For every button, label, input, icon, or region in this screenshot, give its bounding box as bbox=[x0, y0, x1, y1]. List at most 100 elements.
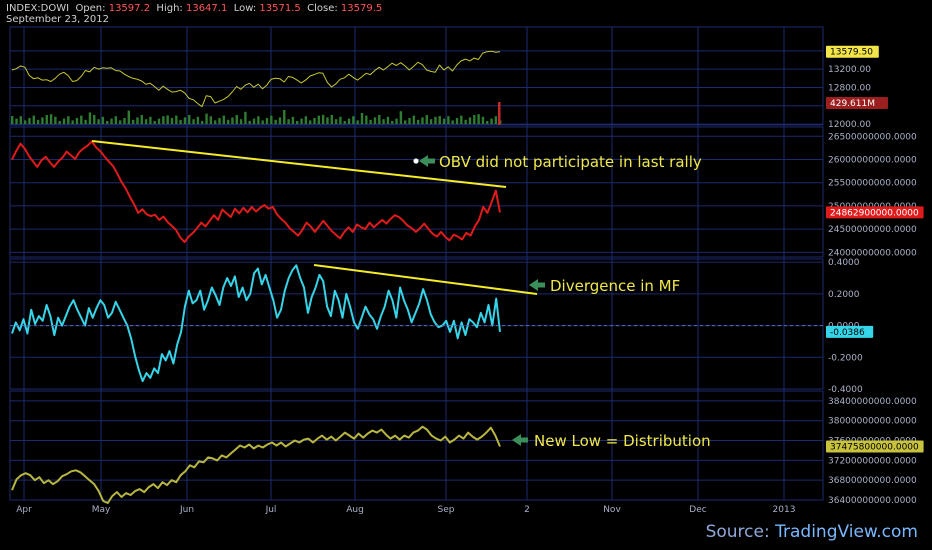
volume-bar bbox=[300, 118, 303, 124]
volume-bar bbox=[106, 121, 109, 124]
volume-bar bbox=[80, 115, 83, 124]
ad-annotation-arrow bbox=[512, 434, 528, 446]
volume-bar bbox=[343, 121, 346, 124]
source-brand: TradingView.com bbox=[775, 522, 918, 542]
volume-bar bbox=[218, 118, 221, 124]
volume-bar bbox=[118, 120, 122, 124]
volume-bar bbox=[123, 118, 126, 124]
volume-bar bbox=[403, 120, 407, 124]
volume-bar bbox=[19, 116, 23, 124]
volume-bar bbox=[486, 121, 489, 124]
volume-bar bbox=[257, 116, 260, 124]
volume-bar bbox=[391, 121, 394, 124]
chart-header-ohlc: INDEX:DOWI Open: 13597.2 High: 13647.1 L… bbox=[6, 3, 382, 14]
volume-bar bbox=[291, 116, 295, 124]
volume-bar bbox=[451, 120, 454, 124]
volume-bar bbox=[412, 115, 416, 124]
volume-bar bbox=[447, 116, 450, 124]
volume-bar bbox=[244, 111, 247, 124]
volume-bar bbox=[196, 116, 200, 124]
last-value-label-price: 13579.50 bbox=[830, 48, 873, 58]
last-value-badge-obv bbox=[826, 206, 924, 219]
volume-bar bbox=[304, 116, 308, 124]
volume-bar bbox=[373, 117, 377, 124]
last-value-label-mf: -0.0386 bbox=[830, 328, 865, 338]
volume-bar bbox=[231, 117, 234, 124]
volume-bar bbox=[494, 116, 498, 124]
volume-bar bbox=[317, 115, 321, 124]
y-tick-label-mf: 0.2000 bbox=[828, 290, 860, 300]
obv-trend-line bbox=[91, 140, 507, 188]
last-value-label-accumulation_distribution: 37475800000.0000 bbox=[830, 442, 919, 452]
volume-bar bbox=[347, 118, 351, 124]
volume-bar bbox=[477, 114, 480, 124]
volume-bar bbox=[369, 119, 372, 124]
volume-bar bbox=[201, 121, 204, 124]
volume-bar bbox=[101, 116, 105, 124]
volume-bar bbox=[490, 118, 493, 124]
volume-bar bbox=[283, 110, 286, 124]
volume-bar bbox=[127, 110, 131, 124]
volume-bar bbox=[274, 119, 277, 124]
volume-bar bbox=[235, 115, 238, 124]
volume-bar bbox=[49, 114, 53, 124]
symbol-label: INDEX:DOWI bbox=[6, 3, 70, 14]
volume-bar bbox=[222, 115, 226, 124]
volume-bar bbox=[239, 119, 243, 124]
volume-bar bbox=[188, 115, 191, 124]
y-tick-label-price: 12000.00 bbox=[828, 120, 871, 130]
volume-bar bbox=[330, 115, 333, 124]
volume-bar bbox=[425, 115, 428, 124]
volume-bar bbox=[248, 121, 251, 124]
y-tick-label-obv: 24000000000.0000 bbox=[828, 248, 917, 258]
volume-bar bbox=[110, 118, 113, 124]
x-tick-label: Jun bbox=[179, 505, 194, 515]
y-tick-label-accumulation_distribution: 38400000000.0000 bbox=[828, 397, 917, 407]
volume-bar bbox=[170, 118, 174, 124]
y-tick-label-mf: -0.2000 bbox=[828, 353, 863, 363]
volume-bar bbox=[88, 112, 92, 124]
volume-bar bbox=[438, 116, 441, 124]
x-tick-label: Jul bbox=[265, 505, 277, 515]
y-tick-label-accumulation_distribution: 36800000000.0000 bbox=[828, 476, 917, 486]
obv-annotation-arrow bbox=[419, 155, 435, 167]
x-tick-label: Sep bbox=[438, 505, 455, 515]
y-tick-label-accumulation_distribution: 37200000000.0000 bbox=[828, 456, 917, 466]
volume-bar bbox=[270, 115, 273, 124]
volume-bar bbox=[382, 119, 385, 124]
y-tick-label-obv: 26000000000.0000 bbox=[828, 156, 917, 166]
volume-bar bbox=[157, 118, 161, 124]
volume-bar bbox=[175, 115, 178, 124]
close-value: 13579.5 bbox=[340, 3, 383, 14]
mf-annotation-arrow bbox=[529, 279, 545, 291]
y-tick-label-accumulation_distribution: 36400000000.0000 bbox=[828, 496, 917, 506]
volume-bar bbox=[313, 118, 316, 124]
volume-bar bbox=[166, 115, 169, 124]
y-tick-label-price: 12800.00 bbox=[828, 83, 871, 93]
open-value: 13597.2 bbox=[108, 3, 151, 14]
volume-bar bbox=[71, 120, 74, 124]
volume-bar bbox=[356, 120, 359, 124]
chart-date: September 23, 2012 bbox=[6, 14, 109, 25]
y-tick-label-obv: 24500000000.0000 bbox=[828, 225, 917, 235]
volume-bar bbox=[183, 117, 187, 124]
volume-bar bbox=[296, 121, 299, 124]
source-prefix: Source: bbox=[705, 522, 770, 542]
x-tick-label: 2013 bbox=[773, 505, 796, 515]
volume-bar bbox=[386, 116, 390, 124]
high-value: 13647.1 bbox=[185, 3, 228, 14]
x-tick-label: May bbox=[92, 505, 111, 515]
x-tick-label: Dec bbox=[689, 505, 706, 515]
volume-bar bbox=[97, 119, 100, 124]
volume-bar bbox=[261, 120, 264, 124]
volume-bar bbox=[45, 115, 48, 124]
last-value-badge-price bbox=[826, 45, 879, 58]
volume-bar bbox=[365, 115, 368, 124]
open-label: Open: bbox=[75, 3, 106, 14]
pane-frame-obv bbox=[9, 126, 824, 258]
series-line-mf bbox=[11, 264, 501, 383]
volume-bar bbox=[464, 119, 467, 124]
volume-bar bbox=[23, 120, 27, 124]
mf-trend-line bbox=[313, 264, 538, 295]
